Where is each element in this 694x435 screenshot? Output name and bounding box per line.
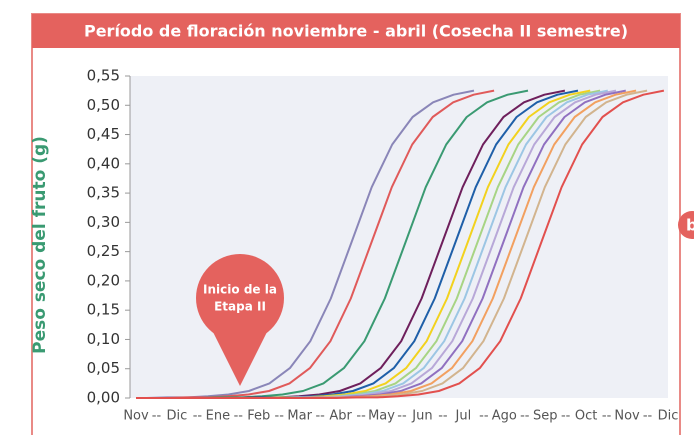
series-line <box>136 89 665 399</box>
x-tick-separator: -- <box>315 409 325 424</box>
y-tick-label: 0,40 <box>87 154 120 172</box>
annotation-text: Inicio de la <box>203 283 277 297</box>
x-tick-separator: -- <box>356 409 366 424</box>
plot-area <box>130 76 668 398</box>
side-badge <box>678 211 694 239</box>
x-tick-label: Feb <box>247 409 270 424</box>
y-tick-label: 0,35 <box>87 184 120 202</box>
x-tick-separator: -- <box>275 409 285 424</box>
x-tick-label: Mar <box>287 409 312 424</box>
annotation-bubble <box>196 254 284 342</box>
x-tick-label: May <box>368 409 395 424</box>
x-tick-label: Dic <box>658 409 679 424</box>
x-tick-separator: -- <box>438 409 448 424</box>
annotation: Inicio de la Etapa II <box>196 254 284 386</box>
y-tick-label: 0,10 <box>87 330 120 348</box>
x-tick-separator: -- <box>193 409 203 424</box>
x-tick-label: Sep <box>533 409 558 424</box>
x-tick-separator: -- <box>561 409 571 424</box>
y-tick-label: 0,25 <box>87 242 120 260</box>
y-tick-label: 0,00 <box>87 389 120 407</box>
x-tick-label: Abr <box>329 409 352 424</box>
y-tick-label: 0,55 <box>87 67 120 85</box>
x-tick-separator: -- <box>602 409 612 424</box>
y-tick-label: 0,30 <box>87 213 120 231</box>
x-tick-separator: -- <box>234 409 244 424</box>
x-tick-label: Nov <box>614 409 640 424</box>
y-tick-label: 0,20 <box>87 271 120 289</box>
y-tick-label: 0,15 <box>87 301 120 319</box>
x-tick-label: Ene <box>206 409 230 424</box>
annotation-pointer <box>212 330 268 386</box>
side-badge-text: b <box>686 216 694 235</box>
x-tick-label: Jul <box>455 409 472 424</box>
y-tick-label: 0,05 <box>87 359 120 377</box>
header-bar <box>32 14 680 48</box>
x-tick-label: Dic <box>167 409 188 424</box>
x-tick-label: Oct <box>575 409 597 424</box>
annotation-text: Etapa II <box>214 300 266 314</box>
y-axis-label: Peso seco del fruto (g) <box>30 136 50 354</box>
x-tick-separator: -- <box>643 409 653 424</box>
x-tick-label: Jun <box>411 409 432 424</box>
x-tick-label: Nov <box>123 409 149 424</box>
x-tick-separator: -- <box>520 409 530 424</box>
y-tick-label: 0,45 <box>87 125 120 143</box>
x-tick-separator: -- <box>152 409 162 424</box>
x-tick-separator: -- <box>479 409 489 424</box>
y-tick-label: 0,50 <box>87 96 120 114</box>
chart-title: Período de floración noviembre - abril (… <box>84 22 628 41</box>
x-tick-label: Ago <box>492 409 517 424</box>
x-tick-separator: -- <box>397 409 407 424</box>
